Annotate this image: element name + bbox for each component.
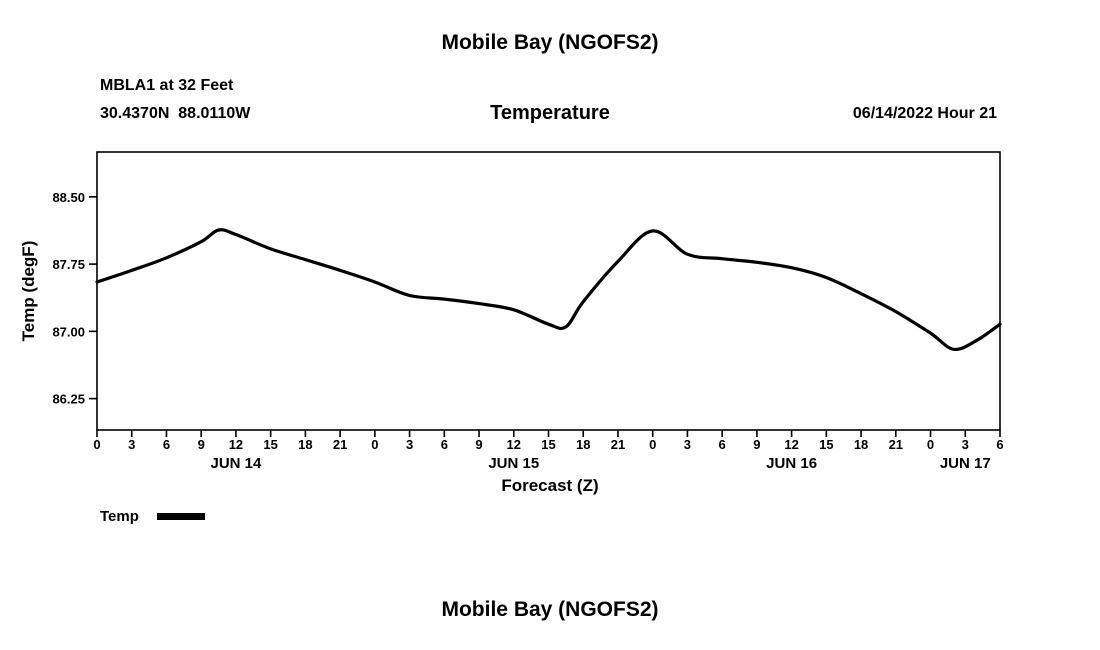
temp-line [95, 228, 1002, 352]
plot-title: Temperature [490, 102, 610, 124]
x-tick-label: 21 [889, 437, 903, 452]
x-tick-label: 6 [441, 437, 448, 452]
x-tick-label: 18 [576, 437, 590, 452]
y-tick-label: 87.00 [52, 324, 85, 339]
x-tick-label: 0 [927, 437, 934, 452]
x-tick-label: 9 [198, 437, 205, 452]
day-label: JUN 15 [488, 455, 539, 472]
day-label: JUN 17 [940, 455, 991, 472]
x-axis-label: Forecast (Z) [501, 476, 599, 495]
x-tick-label: 15 [263, 437, 277, 452]
x-tick-label: 9 [753, 437, 760, 452]
x-tick-label: 9 [475, 437, 482, 452]
x-tick-label: 6 [996, 437, 1003, 452]
x-tick-label: 6 [163, 437, 170, 452]
x-tick-label: 0 [649, 437, 656, 452]
x-tick-label: 3 [684, 437, 691, 452]
chart-title-bottom: Mobile Bay (NGOFS2) [441, 598, 659, 621]
x-tick-label: 12 [784, 437, 798, 452]
x-tick-label: 3 [962, 437, 969, 452]
legend: Temp [100, 508, 205, 525]
x-tick-label: 12 [507, 437, 521, 452]
station-coordinates: 30.4370N 88.0110W [100, 105, 251, 122]
x-tick-label: 18 [854, 437, 868, 452]
day-label: JUN 16 [766, 455, 817, 472]
legend-label: Temp [100, 508, 139, 525]
x-tick-label: 6 [719, 437, 726, 452]
y-tick-label: 88.50 [52, 190, 85, 205]
chart-title-top: Mobile Bay (NGOFS2) [441, 31, 659, 54]
y-tick-label: 86.25 [52, 392, 85, 407]
x-tick-label: 3 [406, 437, 413, 452]
axis-box [96, 151, 1001, 431]
x-tick-label: 3 [128, 437, 135, 452]
y-tick-label: 87.75 [52, 257, 85, 272]
legend-line-swatch [156, 513, 205, 520]
x-tick-label: 12 [229, 437, 243, 452]
day-label: JUN 14 [210, 455, 262, 472]
x-tick-label: 15 [819, 437, 833, 452]
station-label: MBLA1 at 32 Feet [100, 77, 234, 94]
x-tick-label: 18 [298, 437, 312, 452]
x-tick-label: 15 [541, 437, 555, 452]
x-tick-label: 0 [93, 437, 100, 452]
forecast-datetime: 06/14/2022 Hour 21 [852, 105, 997, 122]
x-tick-label: 21 [611, 437, 625, 452]
x-tick-label: 0 [371, 437, 378, 452]
x-tick-label: 21 [333, 437, 347, 452]
